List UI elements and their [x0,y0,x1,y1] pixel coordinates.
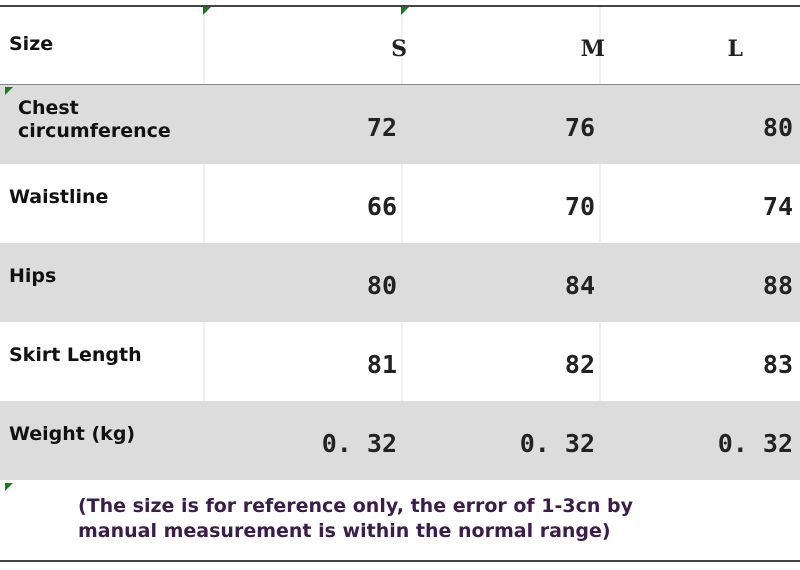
column-separator [401,322,403,401]
cell-value: 70 [564,192,595,221]
row-label: Weight (kg) [9,423,136,445]
column-separator [599,6,601,85]
cell-value: 72 [366,113,397,142]
column-separator [203,322,205,401]
column-separator [401,164,403,243]
cell-marker [203,7,211,15]
top-border [0,5,800,7]
cell-value: 80 [762,113,793,142]
column-separator [401,6,403,85]
size-header: S [391,36,407,62]
header-row: Size S M L [0,6,800,85]
cell-value: 74 [762,192,793,221]
cell-value: 88 [762,271,793,300]
table-row: Hips 80 84 88 [0,243,800,322]
cell-value: 0. 32 [717,429,793,458]
cell-value: 83 [762,350,793,379]
cell-value: 66 [366,192,397,221]
table-row: Weight (kg) 0. 32 0. 32 0. 32 [0,401,800,480]
cell-marker [5,87,13,95]
cell-marker [5,483,13,491]
table-row: Waistline 66 70 74 [0,164,800,243]
size-header: M [580,36,605,62]
header-label: Size [9,33,54,55]
row-label: Chest circumference [18,97,171,142]
column-separator [599,322,601,401]
header-border [0,84,800,85]
cell-marker [401,7,409,15]
column-separator [599,164,601,243]
column-separator [203,164,205,243]
cell-value: 0. 32 [519,429,595,458]
table-row: Chest circumference 72 76 80 [0,85,800,164]
size-header: L [727,36,743,62]
row-label: Waistline [9,186,109,208]
cell-value: 84 [564,271,595,300]
column-separator [203,6,205,85]
row-label: Hips [9,265,57,287]
row-label: Skirt Length [9,344,142,366]
cell-value: 76 [564,113,595,142]
cell-value: 80 [366,271,397,300]
cell-value: 0. 32 [321,429,397,458]
cell-value: 82 [564,350,595,379]
bottom-border [0,560,800,562]
note: (The size is for reference only, the err… [78,495,634,542]
cell-value: 81 [366,350,397,379]
table-row: Skirt Length 81 82 83 [0,322,800,401]
